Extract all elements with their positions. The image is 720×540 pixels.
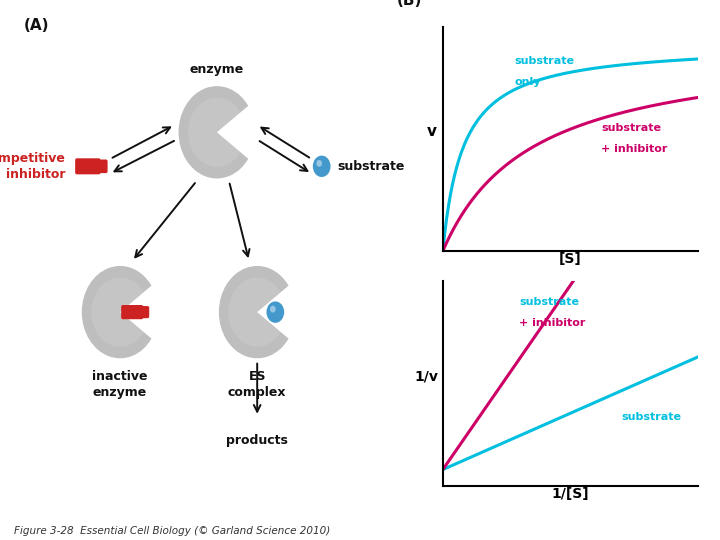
Circle shape bbox=[270, 306, 276, 313]
Text: substrate: substrate bbox=[622, 413, 682, 422]
Wedge shape bbox=[82, 266, 151, 358]
Text: inactive
enzyme: inactive enzyme bbox=[92, 370, 148, 400]
Wedge shape bbox=[188, 98, 240, 167]
Wedge shape bbox=[228, 278, 281, 347]
Circle shape bbox=[266, 301, 284, 323]
Text: competitive
inhibitor: competitive inhibitor bbox=[0, 152, 66, 181]
Wedge shape bbox=[91, 278, 143, 347]
Wedge shape bbox=[179, 86, 248, 178]
Text: Figure 3-28  Essential Cell Biology (© Garland Science 2010): Figure 3-28 Essential Cell Biology (© Ga… bbox=[14, 525, 330, 536]
X-axis label: [S]: [S] bbox=[559, 253, 582, 266]
Text: substrate: substrate bbox=[520, 298, 580, 307]
Circle shape bbox=[316, 160, 322, 167]
Text: (B): (B) bbox=[397, 0, 422, 8]
Text: only: only bbox=[514, 77, 541, 87]
Text: + inhibitor: + inhibitor bbox=[520, 318, 586, 328]
Text: substrate: substrate bbox=[514, 56, 575, 66]
Text: enzyme: enzyme bbox=[190, 63, 244, 76]
Text: ES
complex: ES complex bbox=[228, 370, 287, 400]
Text: products: products bbox=[226, 434, 288, 447]
Wedge shape bbox=[219, 266, 289, 358]
Text: + inhibitor: + inhibitor bbox=[601, 144, 667, 153]
X-axis label: 1/[S]: 1/[S] bbox=[552, 488, 590, 501]
Text: (A): (A) bbox=[23, 18, 49, 33]
FancyBboxPatch shape bbox=[86, 159, 107, 173]
Y-axis label: v: v bbox=[427, 124, 437, 139]
Text: substrate: substrate bbox=[338, 160, 405, 173]
Y-axis label: 1/v: 1/v bbox=[414, 369, 438, 383]
Circle shape bbox=[312, 156, 330, 177]
Text: substrate: substrate bbox=[601, 123, 661, 133]
FancyBboxPatch shape bbox=[130, 306, 149, 318]
FancyBboxPatch shape bbox=[121, 305, 143, 319]
FancyBboxPatch shape bbox=[75, 158, 101, 174]
